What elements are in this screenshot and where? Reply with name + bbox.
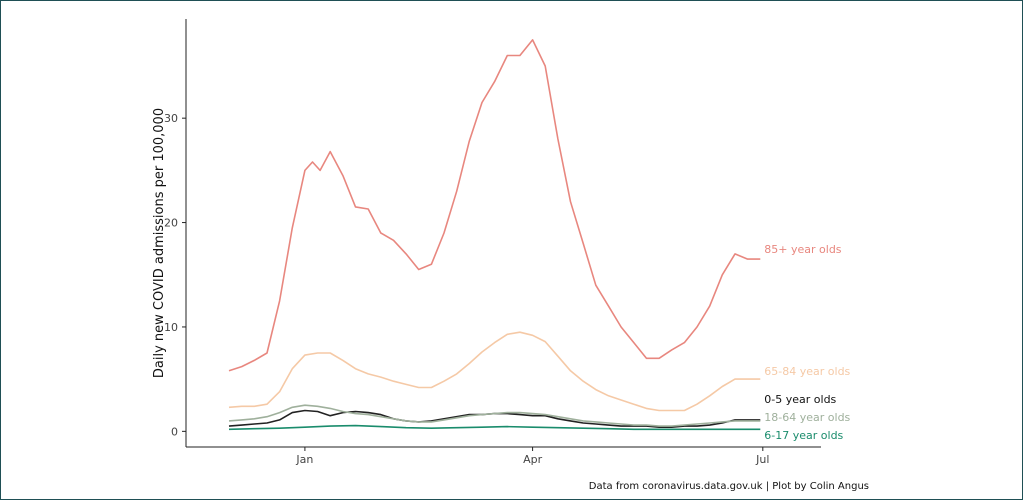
label-layer: 85+ year olds 65-84 year olds 0-5 year old… <box>764 243 850 442</box>
series-label: 6-17 year olds <box>764 429 843 442</box>
series-line-18-64-year-olds <box>228 404 761 427</box>
series-label: 0-5 year olds <box>764 393 836 406</box>
tick-layer: 0 10 20 30 Jan Apr Jul <box>164 112 769 466</box>
series-label: 85+ year olds <box>764 243 842 256</box>
series-layer <box>228 39 761 431</box>
x-tick-label: Apr <box>523 453 543 466</box>
y-tick-label: 0 <box>171 425 178 438</box>
series-line-6-17-year-olds <box>228 424 761 431</box>
x-tick-label: Jul <box>755 453 769 466</box>
y-tick-label: 10 <box>164 321 178 334</box>
series-label: 65-84 year olds <box>764 365 850 378</box>
x-tick-label: Jan <box>295 453 313 466</box>
series-label: 18-64 year olds <box>764 411 850 424</box>
y-tick-label: 20 <box>164 217 178 230</box>
y-tick-label: 30 <box>164 112 178 125</box>
axis-layer <box>185 19 821 448</box>
y-axis-title: Daily new COVID admissions per 100,000 <box>152 108 167 378</box>
data-source-caption: Data from coronavirus.data.gov.uk | Plot… <box>589 481 869 492</box>
series-line-85-year-olds <box>228 39 761 372</box>
series-line-65-84-year-olds <box>228 331 761 412</box>
